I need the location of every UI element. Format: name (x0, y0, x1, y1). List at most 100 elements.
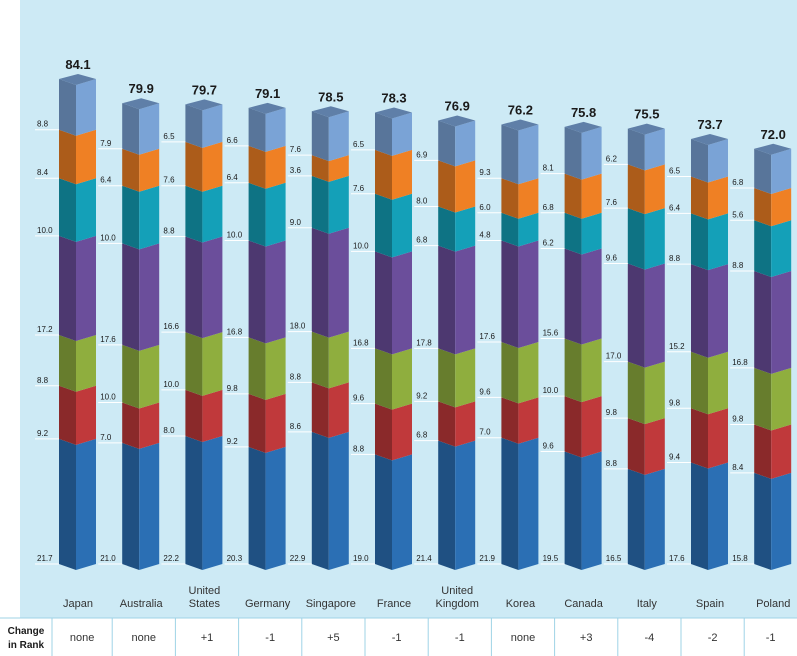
segment-value-label: 16.8 (353, 338, 369, 347)
bar-segment-right (581, 338, 602, 403)
country-label: Spain (696, 598, 724, 610)
bar-segment-right (328, 175, 349, 234)
bar-top-cap (691, 133, 728, 145)
segment-value-label: 8.6 (290, 422, 302, 431)
bar-segment-left (59, 178, 76, 242)
segment-value-label: 15.8 (732, 554, 748, 563)
bar-segment-right (139, 402, 160, 449)
segment-value-label: 17.2 (37, 325, 53, 334)
bar-segment-right (518, 124, 539, 185)
segment-value-label: 9.6 (543, 442, 555, 451)
bar-segment-left (375, 403, 392, 461)
country-label: States (189, 598, 221, 610)
bar-segment-right (581, 126, 602, 180)
bar-segment-left (564, 173, 582, 219)
bar-segment-left (564, 338, 582, 403)
bar-segment-right (76, 438, 96, 570)
bar-segment-right (644, 361, 665, 425)
bar-segment-right (328, 331, 349, 389)
bar-segment-left (122, 148, 140, 192)
bar-segment-left (122, 344, 140, 409)
bar-segment-right (455, 206, 476, 252)
rank-header-line-2: in Rank (8, 640, 45, 651)
segment-value-label: 8.8 (669, 254, 681, 263)
bar-segment-right (455, 401, 476, 447)
bar-segment-right (581, 451, 602, 570)
bar-total-label: 76.2 (508, 103, 533, 118)
bar-segment-right (455, 245, 476, 355)
bar-segment-right (392, 348, 412, 410)
segment-value-label: 6.5 (163, 132, 175, 141)
bar-segment-right (265, 337, 286, 400)
labels-layer: 21.7 9.2 8.8 17.2 10.0 8.4 8.8 84.1 Japan 21.0 7.0… (35, 57, 790, 610)
segment-value-label: 21.9 (479, 554, 495, 563)
bar-segment-left (311, 155, 329, 182)
bar-segment-right (139, 148, 160, 192)
segment-value-label: 9.3 (479, 168, 491, 177)
bar-segment-right (202, 104, 223, 148)
bar-segment-left (248, 107, 266, 152)
segment-value-label: 10.0 (543, 386, 559, 395)
bar-segment-right (455, 160, 476, 213)
bar-segment-left (754, 271, 772, 374)
bar-top-cap (501, 119, 539, 131)
bar-segment-left (627, 128, 645, 171)
bar-segment-right (771, 472, 792, 570)
bar-top-cap (248, 102, 286, 114)
segment-value-label: 10.0 (163, 380, 179, 389)
bar-top-cap (122, 98, 160, 110)
bar-segment-right (771, 367, 792, 431)
bar-segment-left (691, 264, 708, 358)
bar-poland (754, 143, 792, 570)
bar-segment-left (438, 401, 456, 447)
segment-value-label: 6.2 (543, 239, 555, 248)
bar-segment-left (691, 176, 708, 220)
bar-segment-left (122, 185, 140, 250)
rank-header-line-1: Change (8, 626, 45, 637)
bar-segment-right (708, 351, 728, 415)
segment-value-label: 15.6 (543, 329, 559, 338)
bar-segment-right (771, 220, 792, 278)
rank-change-singapore: +5 (327, 632, 340, 644)
bar-total-label: 78.5 (318, 89, 343, 104)
bar-segment-right (139, 243, 160, 351)
segment-value-label: 9.6 (606, 254, 618, 263)
bar-segment-right (771, 187, 792, 227)
bar-total-label: 84.1 (65, 57, 90, 72)
bar-segment-right (139, 185, 160, 250)
bar-segment-left (375, 251, 392, 355)
bar-germany (248, 102, 286, 570)
bar-segment-right (76, 129, 96, 185)
bar-segment-right (644, 164, 665, 215)
bar-segment-left (754, 367, 772, 431)
bar-segment-left (438, 120, 456, 167)
bar-segment-right (265, 240, 286, 344)
rank-change-germany: -1 (265, 632, 275, 644)
segment-value-label: 9.2 (227, 437, 239, 446)
bar-segment-left (59, 385, 76, 445)
bar-segment-right (265, 107, 286, 152)
bar-segment-right (202, 141, 223, 192)
bar-segment-right (76, 79, 96, 136)
bar-segment-right (644, 468, 665, 570)
bar-segment-right (265, 182, 286, 247)
segment-value-label: 22.2 (163, 554, 179, 563)
segment-value-label: 8.8 (290, 372, 302, 381)
bar-segment-left (754, 148, 772, 194)
country-label: United (189, 585, 221, 597)
segment-value-label: 4.8 (479, 230, 491, 239)
bar-top-cap (627, 123, 665, 135)
bar-segment-left (185, 185, 203, 243)
bar-segment-right (518, 178, 539, 219)
bar-top-cap (59, 74, 96, 85)
segment-value-label: 6.5 (669, 166, 681, 175)
bar-segment-left (59, 79, 76, 136)
bar-segment-left (627, 208, 645, 270)
bar-segment-left (501, 124, 519, 185)
bar-segment-left (501, 212, 519, 247)
bar-segment-left (59, 129, 76, 185)
segment-value-label: 6.8 (732, 178, 744, 187)
bar-segment-right (76, 235, 96, 342)
bar-segment-right (328, 111, 349, 162)
